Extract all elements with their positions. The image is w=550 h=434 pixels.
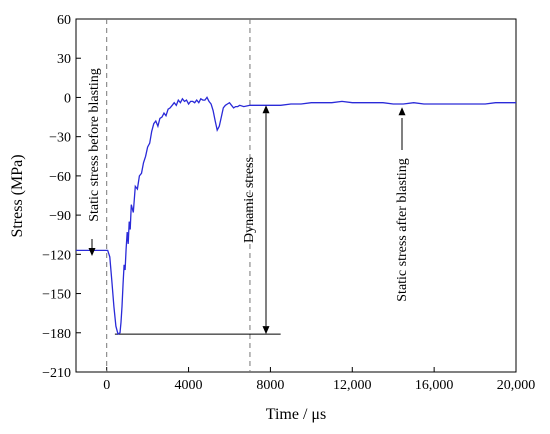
y-tick-label: 60 <box>57 13 71 28</box>
annotation-static-after: Static stress after blasting <box>395 158 410 301</box>
y-tick-label: −90 <box>49 209 71 224</box>
annotation-dynamic-stress: Dynamic stress <box>242 157 257 243</box>
y-tick-label: −210 <box>42 366 71 381</box>
x-axis-title: Time / μs <box>266 406 326 423</box>
y-tick-labels: 60 30 0 −30 −60 −90 −120 −150 −180 −210 <box>42 13 71 381</box>
y-tick-label: 30 <box>57 52 71 67</box>
stress-series-line <box>76 96 516 336</box>
y-tick-label: −150 <box>42 288 71 303</box>
x-tick-label: 4000 <box>175 378 203 393</box>
annotations <box>88 105 406 335</box>
x-tick-label: 20,000 <box>497 378 536 393</box>
y-tick-label: −60 <box>49 170 71 185</box>
axis-ticks <box>76 18 517 373</box>
static-after-arrow-head <box>398 107 406 116</box>
y-tick-label: −120 <box>42 248 71 263</box>
y-tick-label: −180 <box>42 327 71 342</box>
static-before-arrow-head <box>88 248 96 256</box>
y-axis-title: Stress (MPa) <box>9 154 26 237</box>
x-tick-label: 12,000 <box>333 378 372 393</box>
reference-lines <box>106 19 281 372</box>
y-tick-label: 0 <box>64 91 71 106</box>
x-tick-labels: 0 4000 8000 12,000 16,000 20,000 <box>103 378 535 393</box>
dynamic-stress-arrow-head-bottom <box>262 326 270 335</box>
x-tick-label: 8000 <box>256 378 284 393</box>
annotation-static-before: Static stress before blasting <box>87 68 102 222</box>
x-tick-label: 0 <box>103 378 110 393</box>
y-tick-label: −30 <box>49 131 71 146</box>
dynamic-stress-arrow-head-top <box>262 105 270 114</box>
x-tick-label: 16,000 <box>415 378 454 393</box>
plot-frame <box>75 18 517 373</box>
